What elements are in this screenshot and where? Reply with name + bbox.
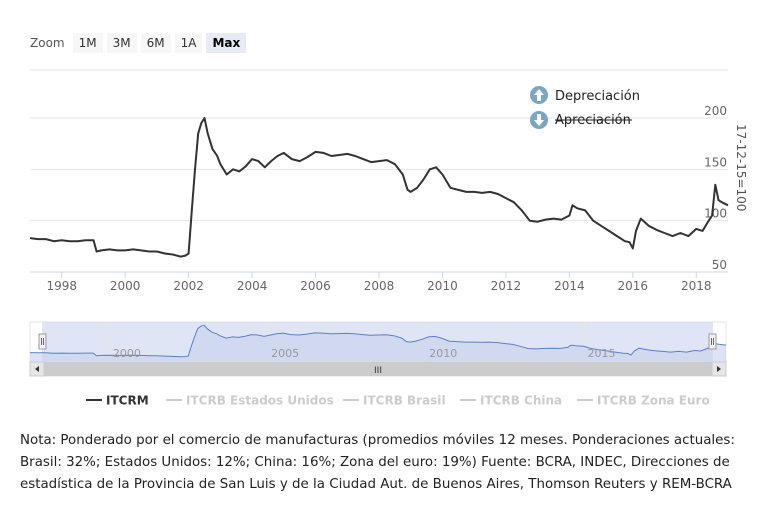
x-tick-label: 2004 [237,279,268,293]
footnote: Nota: Ponderado por el comercio de manuf… [20,433,735,492]
navigator-line [29,324,727,358]
legend-item[interactable]: ITCRB Zona Euro [577,394,710,408]
appreciation-annotation: Apreciación [530,111,632,129]
navigator-area [30,325,726,362]
y-axis: 50 100 150 200 [704,104,727,272]
y-tick-label: 100 [704,207,727,221]
navigator[interactable]: 2000 2005 2010 2015 III [29,321,727,377]
navigator-scrollbar[interactable]: III [29,361,727,377]
x-tick-label: 2006 [300,279,331,293]
zoom-max-button[interactable]: Max [206,33,247,53]
right-handle-box[interactable] [708,333,717,350]
arrow-down-glyph [534,114,544,126]
y-axis-title: 17-12-15=100 [734,124,748,211]
zoom-1m-button[interactable]: 1M [72,33,103,53]
navigator-right-handle[interactable] [708,333,717,350]
depreciation-annotation: Depreciación [530,86,640,104]
zoom-3m-button[interactable]: 3M [106,33,137,53]
x-tick-label: 2000 [110,279,141,293]
x-tick-label: 2018 [681,279,712,293]
plot-area [29,117,729,258]
x-tick-label: 2014 [554,279,585,293]
x-tick-label: 2012 [491,279,522,293]
y-tick-label: 50 [712,258,727,272]
navigator-labels: 2000 2005 2010 2015 [113,347,616,360]
scroll-left-arrow-icon [35,366,39,372]
legend: ITCRM ITCRB Estados Unidos ITCRB Brasil ITC… [86,394,710,408]
legend-label: ITCRB Brasil [363,394,446,408]
legend-item[interactable]: ITCRM [86,394,149,408]
navigator-year-label: 2010 [429,347,457,360]
legend-item[interactable]: ITCRB Brasil [343,394,446,408]
y-tick-label: 150 [704,155,727,169]
zoom-1a-button[interactable]: 1A [174,33,203,53]
scrollbar-grip: III [374,366,382,376]
legend-label: ITCRB Estados Unidos [186,394,334,408]
x-tick-label: 2002 [173,279,204,293]
x-tick-label: 2016 [618,279,649,293]
scrollbar-thumb[interactable] [44,362,712,376]
x-tick-label: 2008 [364,279,395,293]
legend-item[interactable]: ITCRB Estados Unidos [166,394,334,408]
navigator-series [29,324,727,362]
left-handle-box[interactable] [38,333,47,350]
itcrm-series-line [29,117,729,258]
y-tick-label: 200 [704,104,727,118]
legend-label: ITCRM [106,394,149,408]
x-axis: 1998 2000 2002 2004 2006 2008 2010 2012 2014 2016… [30,271,728,293]
navigator-year-label: 2015 [587,347,615,360]
legend-item[interactable]: ITCRB China [460,394,562,408]
legend-label: ITCRB China [480,394,562,408]
zoom-6m-button[interactable]: 6M [140,33,171,53]
navigator-year-label: 2005 [271,347,299,360]
scroll-right-arrow-icon [717,366,721,372]
legend-label: ITCRB Zona Euro [597,394,710,408]
navigator-year-label: 2000 [113,347,141,360]
x-tick-label: 1998 [46,279,77,293]
line-chart: 1998 2000 2002 2004 2006 2008 2010 2012 2014 2016… [29,69,748,408]
navigator-left-handle[interactable] [38,333,47,350]
zoom-label: Zoom [30,36,65,50]
zoom-bar: Zoom 1M 3M 6M 1A Max [30,33,247,53]
arrow-up-glyph [534,89,544,101]
x-tick-label: 2010 [427,279,458,293]
depreciation-label: Depreciación [555,89,640,104]
